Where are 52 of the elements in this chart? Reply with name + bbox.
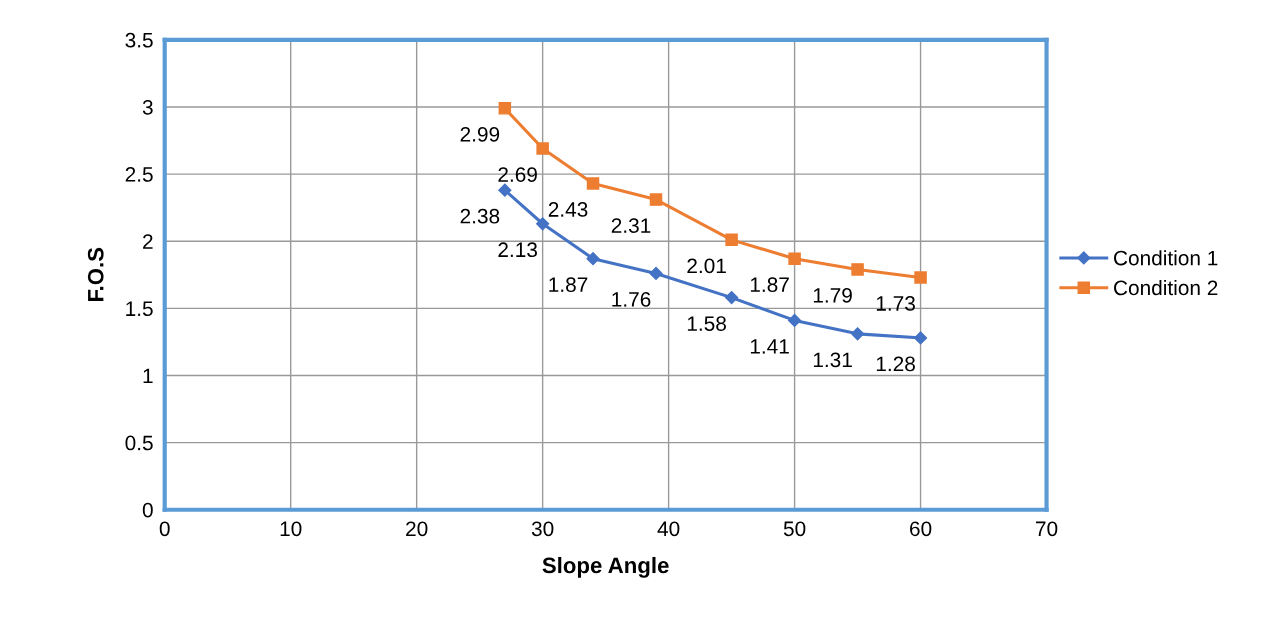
legend-label: Condition 1	[1114, 250, 1218, 266]
data-label: 1.76	[612, 292, 651, 307]
data-label: 1.73	[876, 296, 915, 311]
x-tick-label: 70	[1036, 521, 1058, 537]
y-tick-label: 1.5	[126, 301, 153, 317]
y-tick-label: 2	[143, 234, 153, 249]
point	[913, 331, 928, 345]
point	[498, 102, 512, 115]
point	[850, 327, 865, 341]
x-axis-title: Slope Angle	[542, 556, 669, 578]
y-tick-label: 3.5	[125, 32, 153, 48]
y-tick-label: 3	[142, 99, 153, 115]
data-label: 1.41	[750, 339, 789, 354]
data-label: 2.13	[498, 242, 537, 258]
data-label: 1.28	[876, 356, 915, 372]
y-tick-label: 2.5	[125, 167, 153, 182]
x-tick-label: 30	[531, 521, 554, 537]
y-axis-title: F.O.S	[87, 247, 104, 302]
y-tick-label: 0	[142, 502, 153, 518]
y-tick-label: 0.5	[125, 435, 153, 451]
data-label: 2.69	[498, 167, 537, 182]
point	[649, 193, 663, 206]
x-tick-label: 60	[910, 521, 932, 537]
point	[788, 313, 802, 328]
data-label: 1.87	[750, 277, 789, 293]
point	[536, 217, 550, 231]
x-tick-label: 40	[657, 521, 680, 537]
legend-label: Condition 2	[1114, 279, 1218, 296]
x-tick-label: 20	[406, 521, 428, 537]
data-label: 2.38	[460, 208, 500, 224]
point	[788, 252, 801, 265]
point	[586, 177, 600, 190]
data-label: 2.31	[611, 218, 651, 233]
point	[851, 263, 864, 276]
data-label: 2.43	[548, 202, 588, 217]
data-label: 1.58	[687, 316, 726, 331]
data-label: 1.79	[813, 288, 852, 303]
y-tick-label: 1	[143, 368, 153, 384]
data-label: 1.87	[549, 277, 588, 293]
point	[586, 252, 600, 266]
x-tick-label: 50	[783, 521, 806, 537]
data-label: 2.99	[460, 126, 500, 142]
x-tick-label: 0	[159, 521, 170, 537]
data-label: 1.31	[813, 352, 852, 368]
point	[725, 233, 738, 247]
point	[498, 183, 512, 197]
point	[914, 271, 927, 284]
data-label: 2.01	[687, 258, 726, 274]
point	[725, 291, 739, 305]
point	[536, 142, 549, 155]
x-tick-label: 10	[280, 521, 302, 537]
point	[649, 266, 663, 281]
